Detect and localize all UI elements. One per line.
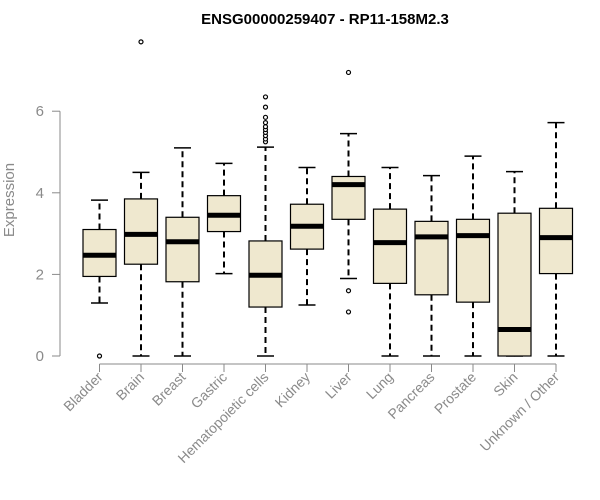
x-tick-label: Skin [490, 369, 521, 400]
y-tick-label: 2 [36, 266, 44, 283]
box-brain [123, 39, 159, 357]
x-tick-label: Prostate [431, 369, 479, 417]
x-tick-label: Breast [149, 369, 189, 409]
y-axis-label: Expression [1, 163, 18, 237]
outlier-point [345, 309, 352, 315]
box-iqr [372, 208, 408, 284]
box-liver [331, 69, 366, 315]
y-axis: 0 2 4 6 [36, 103, 61, 365]
box-iqr [538, 207, 574, 275]
box-skin [497, 170, 532, 357]
box-lung [372, 166, 408, 357]
boxes-group [82, 39, 574, 359]
box-unknown-other [538, 121, 574, 357]
box-hematopoietic-cells [248, 94, 283, 357]
box-pancreas [414, 174, 449, 357]
x-tick-label: Liver [322, 369, 355, 402]
y-tick-label: 4 [36, 185, 44, 202]
x-tick-label: Bladder [60, 369, 106, 415]
outlier-point [262, 114, 269, 120]
box-kidney [289, 166, 325, 306]
box-iqr [497, 212, 532, 357]
x-tick-label: Brain [113, 369, 147, 403]
outlier-point [262, 104, 269, 110]
outlier-point [138, 39, 144, 45]
outlier-point [96, 353, 103, 359]
box-bladder [82, 199, 117, 359]
outlier-point [262, 120, 269, 126]
box-iqr [165, 216, 200, 283]
box-iqr [123, 198, 159, 265]
box-breast [165, 147, 200, 357]
x-tick-label: Kidney [272, 369, 314, 411]
x-tick-label: Unknown / Other [477, 369, 563, 455]
outlier-point [262, 94, 269, 100]
outlier-point [345, 288, 352, 294]
box-prostate [455, 155, 491, 357]
box-iqr [455, 218, 491, 303]
y-tick-label: 6 [36, 103, 44, 120]
box-gastric [206, 162, 242, 275]
outlier-point [345, 69, 352, 76]
outlier-point [262, 124, 269, 130]
chart-title: ENSG00000259407 - RP11-158M2.3 [201, 11, 449, 28]
box-iqr [414, 220, 449, 296]
x-tick-label: Lung [363, 369, 396, 402]
y-tick-label: 0 [36, 348, 44, 365]
